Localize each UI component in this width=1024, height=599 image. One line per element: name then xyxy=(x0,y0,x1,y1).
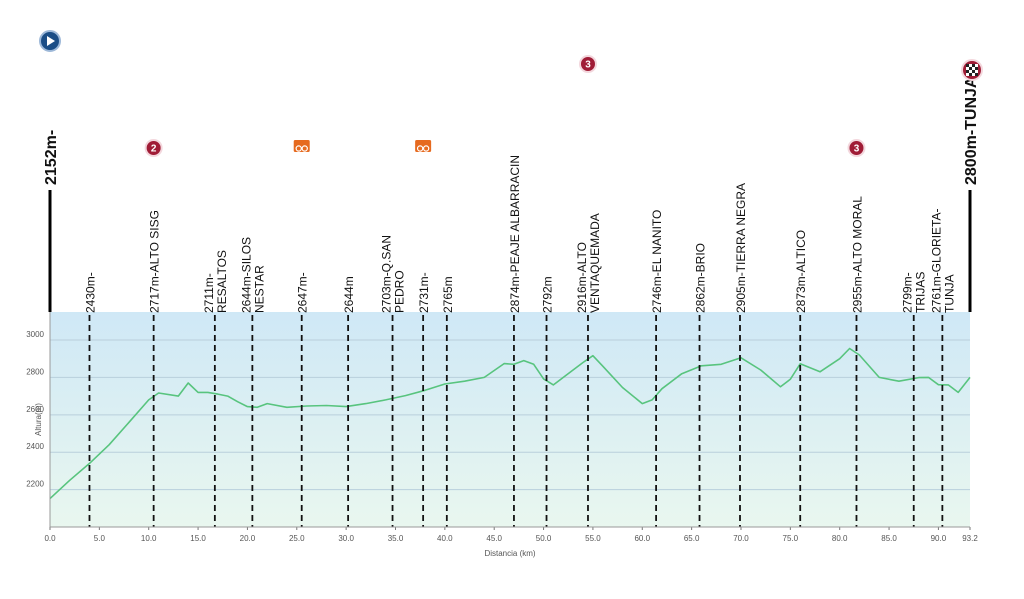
waypoint-label: 2647m- xyxy=(296,272,310,313)
waypoint-label: 2644m-SILOS xyxy=(239,237,253,313)
sprint-icon-wheel xyxy=(422,145,430,152)
y-tick-label: 2200 xyxy=(26,480,44,489)
finish-flag-square xyxy=(975,70,978,73)
start-label: 2152m- xyxy=(43,130,60,185)
waypoint-label: 2873m-ALTICO xyxy=(794,230,808,313)
x-tick-label: 75.0 xyxy=(783,534,799,543)
finish-flag-square xyxy=(969,67,972,70)
finish-flag-square xyxy=(972,73,975,76)
x-tick-label: 80.0 xyxy=(832,534,848,543)
waypoint-label: 2799m- xyxy=(901,272,915,313)
x-tick-label: 90.0 xyxy=(931,534,947,543)
y-tick-label: 2400 xyxy=(26,442,44,451)
category-badge-number: 3 xyxy=(854,144,860,155)
finish-flag-square xyxy=(969,64,972,67)
waypoint-label-line2: TRIJAS xyxy=(914,272,928,313)
x-tick-label: 65.0 xyxy=(684,534,700,543)
waypoint-label: 2905m-TIERRA NEGRA xyxy=(734,183,748,313)
finish-flag-square xyxy=(966,70,969,73)
play-icon-triangle xyxy=(47,36,55,46)
x-tick-label: 40.0 xyxy=(437,534,453,543)
x-axis-title: Distancia (km) xyxy=(484,549,535,558)
finish-flag-square xyxy=(966,73,969,76)
x-tick-label: 25.0 xyxy=(289,534,305,543)
finish-flag-square xyxy=(975,67,978,70)
x-tick-label: 60.0 xyxy=(634,534,650,543)
finish-flag-square xyxy=(972,64,975,67)
finish-flag-square xyxy=(969,73,972,76)
waypoint-label: 2874m-PEAJE ALBARRACIN xyxy=(508,155,522,313)
waypoint-label: 2746m-EL NANITO xyxy=(650,210,664,313)
waypoint-label: 2717m-ALTO SISG xyxy=(148,210,162,313)
waypoint-label: 2430m- xyxy=(83,272,97,313)
y-axis-title: Altura(m) xyxy=(34,403,43,436)
finish-flag-square xyxy=(966,67,969,70)
y-tick-label: 2800 xyxy=(26,367,44,376)
waypoint-label-line2: RESALTOS xyxy=(215,250,229,313)
waypoint-label: 2731m- xyxy=(417,272,431,313)
sprint-icon-wheel xyxy=(416,145,424,152)
x-tick-label: 45.0 xyxy=(486,534,502,543)
waypoint-label: 2644m xyxy=(342,276,356,313)
x-tick-label: 35.0 xyxy=(388,534,404,543)
finish-flag-square xyxy=(972,67,975,70)
waypoint-label: 2703m-Q.SAN xyxy=(380,235,394,313)
waypoint-label-line2: PEDRO xyxy=(393,270,407,313)
finish-flag-square xyxy=(972,70,975,73)
category-badge-icon xyxy=(144,139,163,157)
finish-flag-square xyxy=(966,64,969,67)
sprint-icon-wheel xyxy=(301,145,308,152)
waypoint-label: 2761m-GLORIETA- xyxy=(929,209,943,313)
y-tick-label: 3000 xyxy=(26,330,44,339)
plot-area xyxy=(50,312,970,527)
waypoint-label-line2: NESTAR xyxy=(252,265,266,313)
waypoint-label-line2: VENTAQUEMADA xyxy=(588,213,602,313)
x-tick-label: 20.0 xyxy=(240,534,256,543)
waypoint-label: 2862m-BRIO xyxy=(694,243,708,313)
x-tick-label: 0.0 xyxy=(44,534,56,543)
waypoint-label: 2765m xyxy=(441,276,455,313)
category-badge-number: 3 xyxy=(585,60,591,71)
waypoint-label: 2711m- xyxy=(202,273,216,313)
finish-flag-square xyxy=(975,73,978,76)
waypoint-label-line2: TUNJA xyxy=(942,274,956,313)
sprint-icon-wheel xyxy=(295,145,302,152)
sprint-icon xyxy=(293,140,310,152)
category-badge-number: 2 xyxy=(151,144,157,155)
x-tick-label: 30.0 xyxy=(338,534,354,543)
sprint-icon xyxy=(415,140,432,152)
waypoint-label: 2916m-ALTO xyxy=(575,242,589,313)
elevation-line xyxy=(49,347,971,500)
y-tick-label: 2600 xyxy=(26,405,44,414)
x-tick-label: 85.0 xyxy=(881,534,897,543)
x-tick-label: 15.0 xyxy=(190,534,206,543)
finish-flag-square xyxy=(975,64,978,67)
category-badge-icon xyxy=(847,139,866,157)
finish-flag-square xyxy=(969,70,972,73)
x-tick-label: 50.0 xyxy=(536,534,552,543)
x-tick-label: 55.0 xyxy=(585,534,601,543)
x-tick-label: 5.0 xyxy=(94,534,106,543)
x-tick-label: 10.0 xyxy=(141,534,157,543)
waypoint-label: 2955m-ALTO MORAL xyxy=(850,196,864,313)
x-tick-label: 70.0 xyxy=(733,534,749,543)
waypoint-label: 2792m xyxy=(541,276,555,313)
finish-label: 2800m-TUNJA xyxy=(963,76,980,185)
category-badge-icon xyxy=(578,55,597,73)
x-tick-label: 93.2 xyxy=(962,534,978,543)
